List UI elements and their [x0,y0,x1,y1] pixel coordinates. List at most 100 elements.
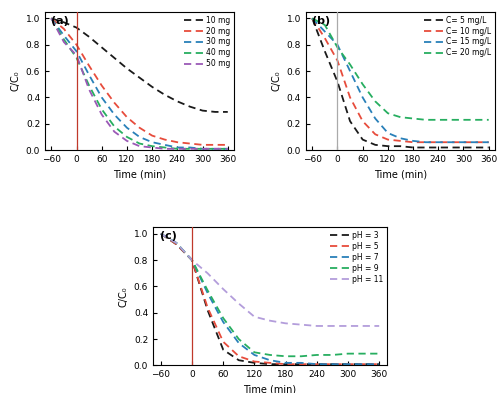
Line: 50 mg: 50 mg [52,18,228,149]
50 mg [149,145,155,150]
20 mg [212,143,218,147]
10 mg [98,45,104,50]
C= 5 mg/L [385,144,391,149]
C= 5 mg/L [410,145,416,150]
Line: 10 mg: 10 mg [52,18,228,112]
pH = 9 [236,337,242,342]
50 mg [48,16,54,21]
Text: (a): (a) [50,16,68,26]
C= 5 mg/L [334,79,340,84]
pH = 11 [282,321,288,326]
40 mg [98,107,104,112]
pH = 11 [220,287,226,292]
40 mg [112,124,117,129]
20 mg [48,16,54,21]
pH = 11 [158,231,164,236]
50 mg [136,144,142,149]
pH = 11 [252,314,258,319]
C= 10 mg/L [309,16,315,21]
20 mg [162,137,168,142]
pH = 3 [267,362,273,367]
30 mg [86,73,92,77]
pH = 9 [189,258,195,263]
C= 10 mg/L [385,137,391,142]
10 mg [162,92,168,97]
pH = 3 [174,242,180,247]
C= 20 mg/L [309,16,315,21]
50 mg [61,40,67,44]
Legend: 10 mg, 20 mg, 30 mg, 40 mg, 50 mg: 10 mg, 20 mg, 30 mg, 40 mg, 50 mg [182,14,232,70]
pH = 5 [314,362,320,367]
pH = 11 [189,258,195,263]
10 mg [200,108,205,113]
pH = 11 [298,322,304,327]
Line: pH = 5: pH = 5 [161,234,379,364]
pH = 5 [282,362,288,367]
C= 15 mg/L [422,140,428,145]
10 mg [61,20,67,25]
C= 15 mg/L [398,136,404,141]
Y-axis label: C/C₀: C/C₀ [118,286,128,307]
20 mg [74,42,80,47]
pH = 5 [376,362,382,367]
C= 15 mg/L [460,140,466,145]
pH = 9 [252,350,258,354]
pH = 5 [330,362,336,367]
Line: pH = 9: pH = 9 [161,234,379,356]
40 mg [86,83,92,88]
20 mg [225,143,231,147]
40 mg [225,147,231,151]
Line: pH = 7: pH = 7 [161,234,379,364]
10 mg [112,55,117,60]
pH = 7 [174,241,180,245]
pH = 5 [220,340,226,344]
40 mg [200,147,205,151]
pH = 9 [330,353,336,357]
X-axis label: Time (min): Time (min) [113,169,166,180]
C= 10 mg/L [473,140,479,145]
50 mg [212,147,218,151]
10 mg [212,110,218,114]
40 mg [212,147,218,151]
30 mg [136,134,142,139]
C= 5 mg/L [347,119,353,123]
C= 5 mg/L [448,145,454,150]
20 mg [86,63,92,68]
50 mg [74,53,80,58]
20 mg [61,27,67,31]
pH = 7 [376,362,382,367]
Line: pH = 11: pH = 11 [161,234,379,326]
pH = 11 [376,323,382,328]
pH = 5 [158,231,164,236]
20 mg [136,125,142,130]
C= 15 mg/L [436,140,442,145]
C= 5 mg/L [460,145,466,150]
C= 5 mg/L [486,145,492,150]
X-axis label: Time (min): Time (min) [374,169,427,180]
pH = 3 [376,362,382,367]
20 mg [112,100,117,105]
C= 10 mg/L [347,95,353,100]
C= 10 mg/L [460,140,466,145]
50 mg [162,147,168,151]
40 mg [61,37,67,42]
C= 20 mg/L [347,62,353,67]
Line: 30 mg: 30 mg [52,18,228,149]
20 mg [187,141,193,146]
Line: C= 5 mg/L: C= 5 mg/L [312,18,488,147]
C= 20 mg/L [410,116,416,121]
30 mg [162,143,168,147]
C= 20 mg/L [422,118,428,122]
C= 15 mg/L [360,95,366,100]
pH = 5 [267,360,273,365]
C= 20 mg/L [486,118,492,122]
C= 5 mg/L [422,145,428,150]
pH = 5 [236,354,242,359]
30 mg [98,95,104,100]
40 mg [162,145,168,150]
40 mg [149,144,155,149]
C= 15 mg/L [372,116,378,121]
C= 10 mg/L [360,119,366,123]
pH = 9 [298,354,304,359]
50 mg [98,112,104,117]
